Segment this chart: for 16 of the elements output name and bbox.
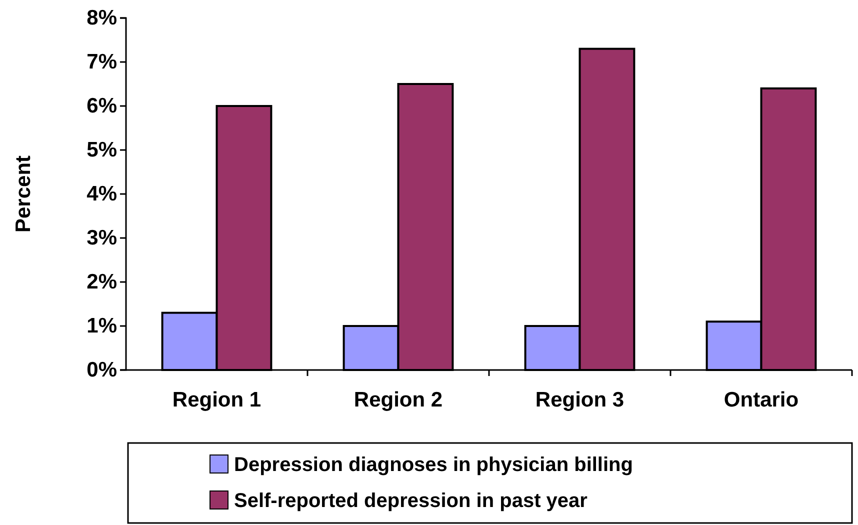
legend-label: Self-reported depression in past year (234, 490, 588, 512)
y-tick-label: 1% (86, 314, 118, 338)
x-tick-label: Region 3 (535, 388, 624, 412)
y-tick-label: 5% (86, 138, 118, 162)
x-tick-label: Region 2 (354, 388, 443, 412)
y-axis-title: Percent (12, 155, 35, 233)
y-tick-label: 4% (86, 182, 118, 206)
y-tick-label: 3% (86, 226, 118, 250)
legend-label: Depression diagnoses in physician billing (234, 454, 633, 476)
y-tick-label: 7% (86, 50, 118, 74)
x-tick-label: Ontario (724, 388, 799, 412)
y-tick-label: 2% (86, 270, 118, 294)
y-tick-label: 0% (86, 358, 118, 382)
y-tick-label: 8% (86, 6, 118, 30)
y-tick-label: 6% (86, 94, 118, 118)
x-tick-label: Region 1 (172, 388, 262, 412)
